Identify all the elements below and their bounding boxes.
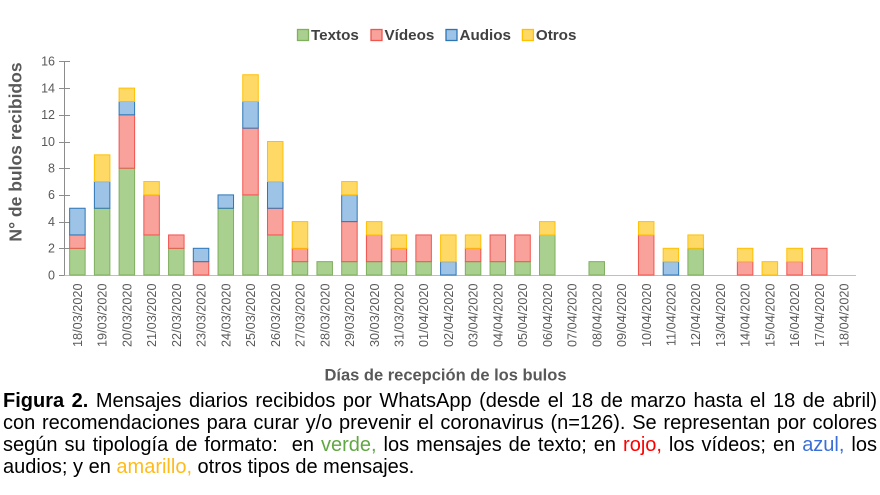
svg-text:20/03/2020: 20/03/2020: [121, 284, 135, 348]
svg-text:Vídeos: Vídeos: [385, 27, 435, 44]
svg-text:11/04/2020: 11/04/2020: [665, 284, 679, 347]
svg-text:Textos: Textos: [311, 27, 359, 44]
svg-text:07/04/2020: 07/04/2020: [566, 284, 580, 348]
svg-text:26/03/2020: 26/03/2020: [269, 284, 283, 348]
svg-text:03/04/2020: 03/04/2020: [467, 284, 481, 348]
svg-text:10: 10: [41, 135, 55, 149]
svg-text:13/04/2020: 13/04/2020: [714, 284, 728, 348]
svg-text:N° de bulos recibidos: N° de bulos recibidos: [6, 62, 26, 241]
svg-text:28/03/2020: 28/03/2020: [318, 284, 332, 348]
svg-text:Días de recepción de los bulos: Días de recepción de los bulos: [324, 367, 566, 385]
svg-text:12: 12: [41, 108, 55, 122]
svg-text:31/03/2020: 31/03/2020: [393, 284, 407, 348]
svg-text:23/03/2020: 23/03/2020: [195, 284, 209, 348]
svg-text:Otros: Otros: [536, 27, 577, 44]
svg-text:14: 14: [41, 81, 55, 95]
svg-text:08/04/2020: 08/04/2020: [590, 284, 604, 348]
svg-text:10/04/2020: 10/04/2020: [640, 284, 654, 348]
svg-text:16/04/2020: 16/04/2020: [788, 284, 802, 348]
svg-text:18/04/2020: 18/04/2020: [838, 284, 852, 348]
svg-text:18/03/2020: 18/03/2020: [71, 284, 85, 348]
svg-text:8: 8: [48, 162, 55, 176]
svg-text:06/04/2020: 06/04/2020: [541, 284, 555, 348]
svg-text:2: 2: [48, 242, 55, 256]
svg-text:12/04/2020: 12/04/2020: [689, 284, 703, 348]
svg-text:6: 6: [48, 188, 55, 202]
svg-text:05/04/2020: 05/04/2020: [516, 284, 530, 348]
svg-text:27/03/2020: 27/03/2020: [294, 284, 308, 348]
svg-text:14/04/2020: 14/04/2020: [739, 284, 753, 348]
svg-text:15/04/2020: 15/04/2020: [763, 284, 777, 348]
svg-text:29/03/2020: 29/03/2020: [343, 284, 357, 348]
svg-text:24/03/2020: 24/03/2020: [219, 284, 233, 348]
svg-text:0: 0: [48, 268, 55, 282]
svg-text:16: 16: [41, 55, 55, 69]
svg-text:22/03/2020: 22/03/2020: [170, 284, 184, 348]
svg-text:09/04/2020: 09/04/2020: [615, 284, 629, 348]
svg-text:Audios: Audios: [460, 27, 511, 44]
svg-text:04/04/2020: 04/04/2020: [491, 284, 505, 348]
svg-text:17/04/2020: 17/04/2020: [813, 284, 827, 348]
svg-text:19/03/2020: 19/03/2020: [96, 284, 110, 348]
svg-text:01/04/2020: 01/04/2020: [417, 284, 431, 348]
svg-text:30/03/2020: 30/03/2020: [368, 284, 382, 348]
svg-text:02/04/2020: 02/04/2020: [442, 284, 456, 348]
svg-text:25/03/2020: 25/03/2020: [244, 284, 258, 348]
svg-text:21/03/2020: 21/03/2020: [145, 284, 159, 348]
svg-text:4: 4: [48, 215, 55, 229]
